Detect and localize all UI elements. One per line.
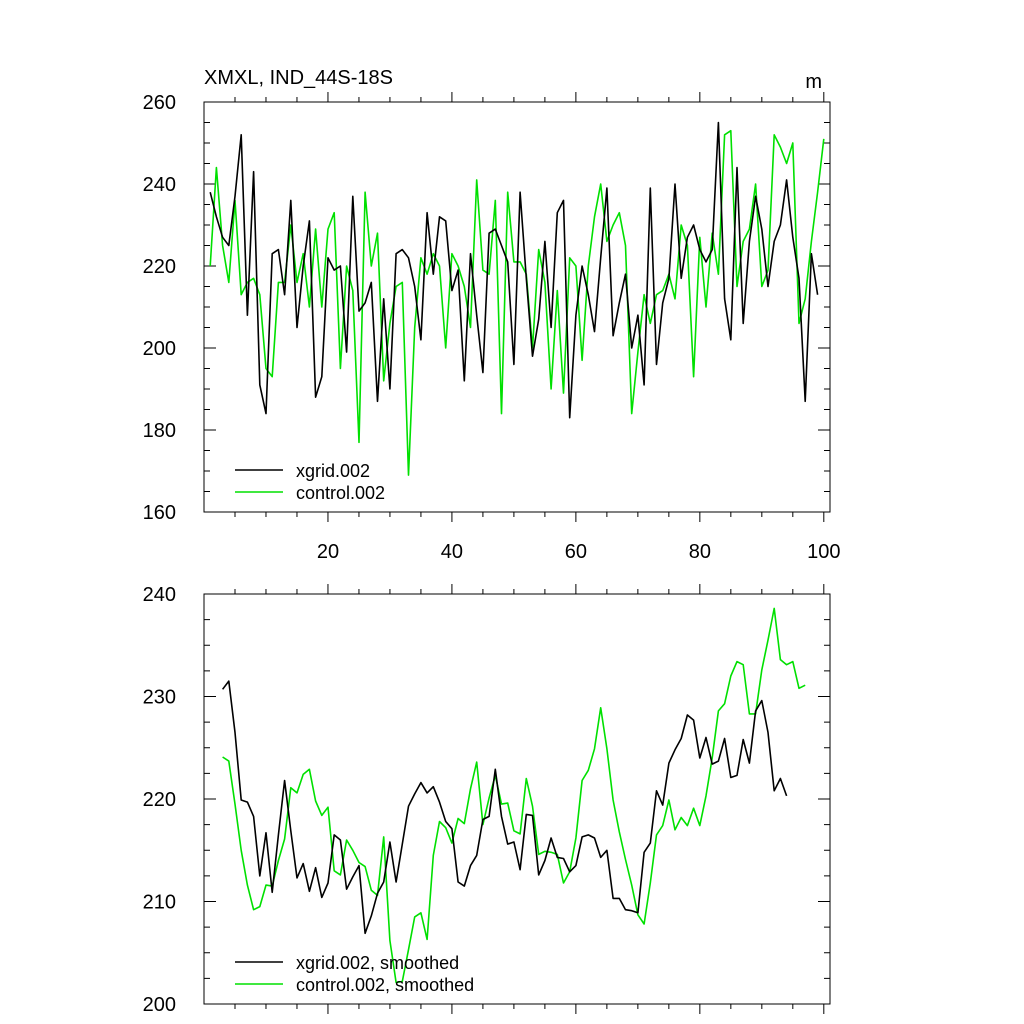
y-tick-label: 230 (143, 687, 176, 709)
x-tick-label: 40 (441, 541, 463, 563)
y-tick-label: 200 (143, 338, 176, 360)
y-tick-label: 200 (143, 994, 176, 1016)
series-line-xgrid (221, 680, 788, 935)
y-tick-label: 160 (143, 502, 176, 524)
x-tick-label: 80 (689, 541, 711, 563)
x-tick-label: 20 (317, 541, 339, 563)
y-tick-label: 260 (143, 92, 176, 114)
y-tick-label: 220 (143, 789, 176, 811)
top-panel: 20 40 60 80 100 160 180 200 220 240 260 xgrid.002co… (143, 92, 840, 563)
y-tick-label: 220 (143, 256, 176, 278)
y-tick-label: 210 (143, 892, 176, 914)
legend-label: control.002, smoothed (296, 975, 474, 995)
y-tick-label: 240 (143, 174, 176, 196)
plot-frame (203, 593, 831, 1005)
units-label: m (805, 71, 822, 93)
y-tick-label: 180 (143, 420, 176, 442)
bottom-panel: 200 210 220 230 240 xgrid.002, smoothedcontro… (143, 584, 831, 1016)
plot-frame (203, 101, 831, 513)
x-tick-label: 60 (565, 541, 587, 563)
y-tick-label: 240 (143, 584, 176, 606)
figure-title: XMXL, IND_44S-18S (204, 67, 393, 89)
legend-label: xgrid.002 (296, 461, 370, 481)
series-line-control (222, 607, 806, 984)
legend-label: xgrid.002, smoothed (296, 953, 459, 973)
series-line-xgrid (209, 121, 819, 419)
legend-label: control.002 (296, 483, 385, 503)
x-tick-label: 100 (807, 541, 840, 563)
